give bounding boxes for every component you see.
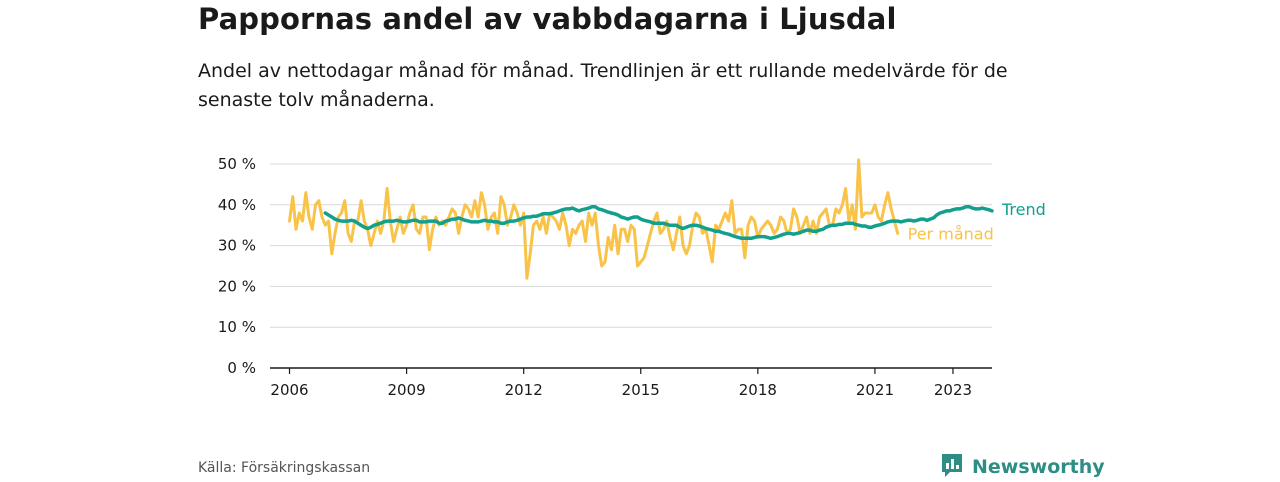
y-tick-label: 0 % (227, 359, 256, 377)
x-tick-label: 2015 (622, 381, 660, 399)
y-tick-label: 20 % (218, 277, 256, 295)
x-axis: 2006 2009 2012 2015 2018 2021 2023 (270, 367, 992, 399)
series-line-per-m-nad (288, 158, 900, 280)
series-line-trend (323, 205, 994, 241)
line-chart: 0 % 10 % 20 % 30 % 40 % 50 % 2006 2009 2012 2015… (218, 155, 1046, 399)
brand-logo[interactable]: Newsworthy (940, 452, 1105, 482)
y-tick-label: 10 % (218, 318, 256, 336)
y-tick-label: 50 % (218, 155, 256, 173)
series-lines (288, 158, 994, 280)
x-tick-label: 2018 (739, 381, 777, 399)
y-tick-label: 30 % (218, 237, 256, 255)
x-tick-label: 2006 (270, 381, 308, 399)
chart-title: Pappornas andel av vabbdagarna i Ljusdal (198, 2, 897, 36)
bar-chart-speech-bubble-icon (940, 452, 964, 482)
chart-subtitle: Andel av nettodagar månad för månad. Tre… (198, 60, 1008, 111)
series-label: Per månad (908, 224, 994, 243)
gridlines (270, 163, 992, 328)
x-tick-label: 2023 (934, 381, 972, 399)
brand-name: Newsworthy (972, 456, 1105, 478)
y-tick-label: 40 % (218, 196, 256, 214)
x-tick-label: 2009 (388, 381, 426, 399)
x-tick-label: 2012 (505, 381, 543, 399)
x-tick-label: 2021 (856, 381, 894, 399)
series-labels: Per månad Trend (908, 200, 1046, 243)
y-axis-tick-labels: 0 % 10 % 20 % 30 % 40 % 50 % (218, 155, 256, 377)
source-note: Källa: Försäkringskassan (198, 460, 371, 476)
series-label: Trend (1001, 200, 1046, 219)
